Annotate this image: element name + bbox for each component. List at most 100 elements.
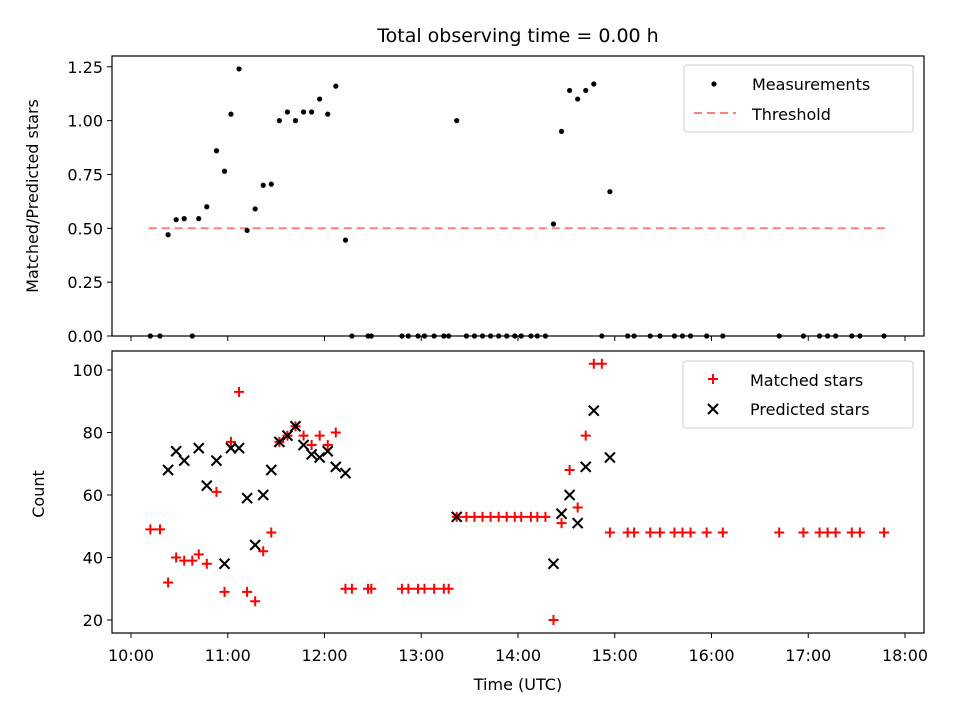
predicted-star-point-b bbox=[281, 429, 294, 442]
measurement-point bbox=[236, 66, 242, 72]
predicted-star-point-b bbox=[555, 508, 568, 520]
predicted-star-point-b bbox=[580, 461, 592, 473]
matched-star-point bbox=[250, 596, 261, 607]
measurement-point bbox=[720, 333, 726, 339]
predicted-star-point bbox=[210, 454, 223, 467]
matched-star-point bbox=[685, 527, 696, 538]
predicted-star-point bbox=[604, 451, 616, 464]
predicted-star-point bbox=[233, 442, 245, 454]
measurement-point bbox=[583, 87, 589, 94]
matched-star-point bbox=[419, 583, 430, 594]
count-panel: 20 40 60 80 100 10:00 11:00 12:00 13:00 14:00 15:… bbox=[29, 350, 928, 694]
measurement-point bbox=[244, 227, 250, 234]
predicted-star-point-b bbox=[249, 539, 261, 551]
count-x-axis: 10:00 11:00 12:00 13:00 14:00 15:00 16:00 17:00… bbox=[108, 633, 928, 665]
measurement-point bbox=[800, 333, 807, 339]
count-y-axis-label: Count bbox=[29, 470, 48, 518]
ratio-x-axis bbox=[130, 336, 906, 341]
predicted-star-point bbox=[322, 445, 334, 457]
measurement-points bbox=[147, 66, 887, 339]
predicted-star-point bbox=[178, 454, 190, 467]
measurement-point bbox=[292, 118, 299, 124]
predicted-star-point-b bbox=[305, 448, 318, 461]
predicted-star-point-b bbox=[265, 464, 277, 476]
matched-star-point bbox=[774, 527, 785, 538]
measurement-point bbox=[550, 221, 557, 227]
matched-star-point bbox=[163, 577, 174, 588]
measurement-point bbox=[213, 148, 220, 154]
matched-star-point bbox=[266, 527, 277, 538]
measurement-point bbox=[463, 333, 469, 339]
matched-star-point bbox=[798, 527, 809, 538]
measurement-point bbox=[776, 333, 782, 339]
matched-star-point bbox=[629, 527, 640, 538]
predicted-star-point-b bbox=[273, 436, 286, 448]
predicted-star-point-b bbox=[289, 420, 302, 432]
predicted-star-point bbox=[330, 461, 342, 473]
matched-star-point bbox=[306, 440, 317, 450]
x-tick-label: 18:00 bbox=[882, 646, 928, 665]
predicted-star-point bbox=[162, 464, 174, 476]
predicted-star-point bbox=[281, 429, 294, 442]
predicted-star-point bbox=[563, 489, 576, 501]
measurement-point bbox=[221, 168, 228, 174]
ratio-y-axis-label: Matched/Predicted stars bbox=[23, 99, 42, 293]
x-tick-label: 14:00 bbox=[495, 646, 541, 665]
measurement-point bbox=[446, 333, 452, 339]
measurement-point bbox=[487, 333, 494, 339]
measurement-point bbox=[671, 333, 678, 339]
measurement-point bbox=[431, 333, 437, 339]
count-y-tick-label: 60 bbox=[83, 486, 103, 505]
measurement-point bbox=[189, 333, 195, 339]
measurement-point bbox=[558, 128, 565, 134]
predicted-star-point bbox=[339, 467, 352, 479]
predicted-star-point-b bbox=[604, 451, 616, 464]
ratio-legend-box bbox=[683, 64, 914, 133]
predicted-star-point bbox=[249, 539, 261, 551]
count-y-tick-label: 20 bbox=[83, 611, 103, 630]
predicted-star-point-b bbox=[297, 439, 310, 451]
matched-star-point bbox=[234, 386, 245, 397]
matched-star-point bbox=[443, 583, 454, 594]
matched-star-point bbox=[187, 555, 198, 566]
measurement-point bbox=[647, 333, 653, 339]
measurement-point bbox=[317, 96, 323, 102]
predicted-star-point-b bbox=[178, 454, 190, 467]
measurement-point bbox=[325, 111, 331, 117]
predicted-star-point-b bbox=[339, 467, 352, 479]
measurement-point bbox=[260, 182, 266, 188]
predicted-star-point bbox=[588, 404, 600, 417]
measurement-point bbox=[542, 333, 549, 339]
x-tick-label: 17:00 bbox=[785, 646, 831, 665]
measurement-point bbox=[300, 109, 307, 115]
matched-star-point bbox=[830, 527, 841, 538]
predicted-star-point-b bbox=[218, 558, 231, 570]
count-legend: Matched stars Predicted stars bbox=[682, 360, 914, 429]
predicted-star-point-b bbox=[233, 442, 245, 454]
measurement-point bbox=[607, 189, 613, 195]
matched-star-point bbox=[242, 586, 253, 597]
matched-star-point bbox=[717, 527, 728, 538]
legend-threshold-label: Threshold bbox=[751, 105, 831, 124]
legend-matched-marker bbox=[708, 374, 718, 384]
predicted-star-point bbox=[313, 451, 326, 464]
measurement-point bbox=[518, 333, 524, 339]
matched-star-point bbox=[596, 358, 607, 369]
measurement-point bbox=[687, 333, 694, 339]
predicted-star-point-b bbox=[313, 451, 326, 464]
measurement-point bbox=[631, 333, 637, 339]
matched-star-point bbox=[211, 486, 222, 497]
measurement-point bbox=[454, 118, 460, 124]
measurement-point bbox=[575, 96, 581, 102]
measurement-point bbox=[849, 333, 855, 339]
measurement-point bbox=[405, 333, 411, 339]
matched-star-point bbox=[564, 465, 575, 475]
ratio-y-tick-label: 1.00 bbox=[67, 112, 103, 131]
matched-star-point bbox=[604, 527, 615, 538]
measurement-point bbox=[479, 333, 486, 339]
measurement-point bbox=[252, 206, 258, 212]
matched-star-point bbox=[516, 511, 527, 522]
matched-star-point bbox=[155, 524, 166, 535]
matched-star-point bbox=[258, 546, 269, 557]
